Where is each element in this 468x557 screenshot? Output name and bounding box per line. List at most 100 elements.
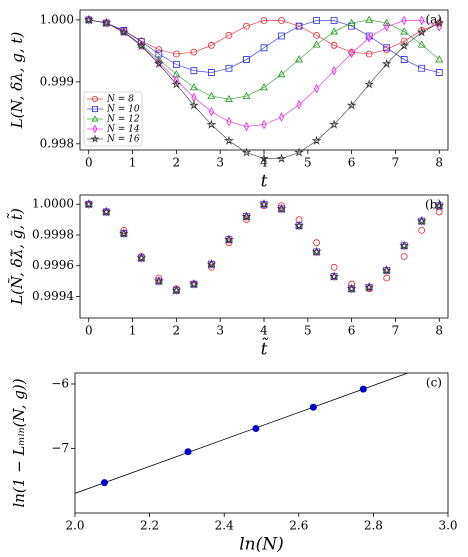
marker bbox=[330, 273, 338, 280]
point bbox=[184, 448, 192, 456]
marker bbox=[400, 253, 408, 260]
marker bbox=[330, 263, 338, 271]
marker bbox=[276, 153, 287, 163]
marker bbox=[276, 203, 287, 214]
x-tick-label: 4 bbox=[260, 156, 268, 170]
marker bbox=[419, 15, 425, 26]
marker bbox=[435, 202, 443, 210]
marker bbox=[137, 254, 145, 262]
x-axis-label: t̃ bbox=[261, 338, 269, 360]
marker bbox=[295, 222, 303, 230]
marker bbox=[365, 15, 374, 23]
marker bbox=[400, 37, 408, 45]
y-tick-label: −6 bbox=[51, 376, 69, 390]
marker bbox=[208, 41, 215, 49]
marker bbox=[399, 240, 410, 250]
marker bbox=[226, 116, 232, 127]
marker bbox=[259, 153, 269, 163]
legend-marker bbox=[92, 106, 98, 112]
marker bbox=[260, 200, 268, 208]
marker bbox=[224, 135, 234, 145]
legend-label: N = 10 bbox=[106, 105, 140, 115]
marker bbox=[225, 64, 233, 72]
marker bbox=[383, 44, 391, 52]
marker bbox=[294, 220, 304, 230]
series-line bbox=[88, 19, 440, 159]
marker bbox=[138, 40, 144, 51]
x-tick-label: 3 bbox=[216, 156, 224, 170]
x-axis-label: t bbox=[261, 172, 268, 192]
marker bbox=[224, 234, 234, 244]
marker bbox=[384, 21, 390, 32]
marker bbox=[400, 242, 408, 250]
point bbox=[252, 424, 260, 432]
marker bbox=[207, 91, 216, 99]
marker bbox=[101, 17, 112, 28]
marker bbox=[311, 135, 322, 145]
x-tick-label: 0 bbox=[85, 156, 93, 170]
x-tick-label: 2 bbox=[173, 156, 181, 170]
marker bbox=[243, 22, 250, 30]
marker bbox=[365, 283, 373, 291]
marker bbox=[171, 285, 182, 295]
marker bbox=[189, 83, 198, 91]
marker bbox=[313, 32, 320, 39]
marker bbox=[277, 70, 286, 78]
marker bbox=[435, 208, 443, 216]
marker bbox=[435, 55, 444, 63]
marker bbox=[278, 32, 285, 40]
marker bbox=[102, 208, 110, 216]
marker bbox=[347, 18, 356, 26]
legend-marker bbox=[92, 124, 98, 134]
marker bbox=[349, 48, 355, 59]
y-tick-label: 0.999 bbox=[40, 74, 74, 88]
marker bbox=[330, 17, 338, 24]
marker bbox=[225, 236, 233, 243]
x-tick-label: 2.8 bbox=[364, 519, 383, 533]
x-tick-label: 2.6 bbox=[289, 519, 308, 533]
marker bbox=[136, 40, 147, 51]
marker bbox=[172, 50, 180, 58]
marker bbox=[243, 121, 250, 132]
marker bbox=[435, 69, 443, 76]
legend-marker bbox=[91, 96, 99, 102]
marker bbox=[365, 50, 373, 58]
marker bbox=[153, 275, 164, 286]
marker bbox=[330, 27, 339, 35]
marker bbox=[156, 57, 162, 67]
x-tick-label: 2.2 bbox=[140, 519, 159, 533]
series-line bbox=[88, 19, 440, 55]
marker bbox=[259, 199, 269, 209]
x-tick-label: 4 bbox=[260, 324, 268, 338]
x-tick-label: 5 bbox=[304, 324, 312, 338]
marker bbox=[400, 56, 408, 63]
marker bbox=[260, 44, 268, 52]
marker bbox=[294, 147, 304, 157]
point bbox=[100, 479, 108, 487]
fit-group bbox=[75, 373, 410, 494]
marker bbox=[260, 83, 268, 91]
marker bbox=[83, 199, 94, 209]
legend-label: N = 16 bbox=[106, 135, 140, 145]
y-axis-label: ln(1 − Lₘᵢₙ(N, g)) bbox=[10, 378, 28, 507]
marker bbox=[206, 119, 217, 129]
marker bbox=[155, 50, 163, 58]
x-tick-label: 5 bbox=[304, 156, 312, 170]
marker bbox=[278, 17, 285, 24]
marker bbox=[313, 239, 320, 246]
marker bbox=[296, 100, 302, 110]
y-tick-label: 1.000 bbox=[40, 12, 74, 26]
marker bbox=[172, 286, 180, 294]
marker bbox=[172, 61, 180, 68]
marker bbox=[314, 83, 320, 94]
marker bbox=[348, 285, 356, 293]
marker bbox=[329, 119, 339, 129]
marker bbox=[311, 246, 322, 257]
marker bbox=[331, 65, 337, 76]
point bbox=[309, 403, 317, 411]
marker bbox=[153, 58, 164, 69]
marker bbox=[418, 227, 426, 234]
y-tick-label: 0.998 bbox=[40, 136, 74, 150]
marker bbox=[295, 216, 303, 223]
